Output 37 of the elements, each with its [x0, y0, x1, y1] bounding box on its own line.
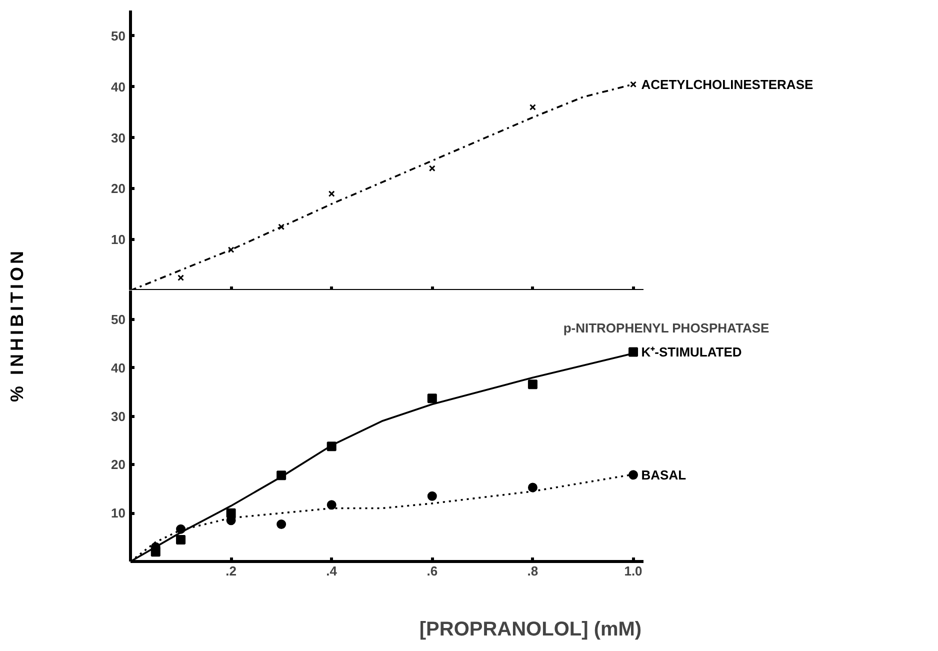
point	[529, 104, 536, 110]
y-tick-label: 20	[111, 181, 126, 196]
point	[528, 380, 538, 390]
y-tick-label: 10	[111, 232, 126, 248]
point	[528, 482, 538, 492]
point	[278, 224, 285, 230]
series-label: K⁺-STIMULATED	[641, 344, 742, 360]
point	[428, 165, 436, 172]
point	[228, 246, 234, 253]
point	[427, 394, 437, 404]
point	[326, 500, 336, 510]
point	[328, 190, 335, 197]
x-tick-label: .4	[326, 564, 338, 578]
point	[176, 534, 186, 544]
point	[630, 81, 636, 88]
y-tick-label: 30	[111, 130, 126, 146]
y-tick-label: 50	[111, 28, 126, 44]
y-tick-label: 20	[111, 457, 126, 472]
y-tick-label: 30	[111, 408, 126, 424]
series-label: BASAL	[641, 467, 686, 482]
y-tick-label: 50	[111, 312, 126, 328]
point	[628, 470, 638, 480]
point	[178, 274, 184, 281]
x-tick-label: .6	[426, 564, 438, 578]
x-tick-label: 1.0	[624, 564, 642, 578]
point	[427, 491, 437, 501]
point	[628, 347, 638, 357]
x-axis-title: [PROPRANOLOL] (mM)	[419, 618, 642, 640]
y-tick-label: 10	[111, 506, 126, 521]
point	[276, 519, 286, 529]
y-tick-label: 40	[111, 79, 126, 94]
x-tick-label: .8	[527, 564, 538, 578]
y-tick-label: 40	[111, 360, 126, 376]
series-label: ACETYLCHOLINESTERASE	[641, 76, 814, 92]
y-axis-title: % INHIBITION	[6, 248, 28, 402]
x-tick-label: .2	[226, 564, 236, 578]
annotation: p-NITROPHENYL PHOSPHATASE	[563, 320, 770, 336]
